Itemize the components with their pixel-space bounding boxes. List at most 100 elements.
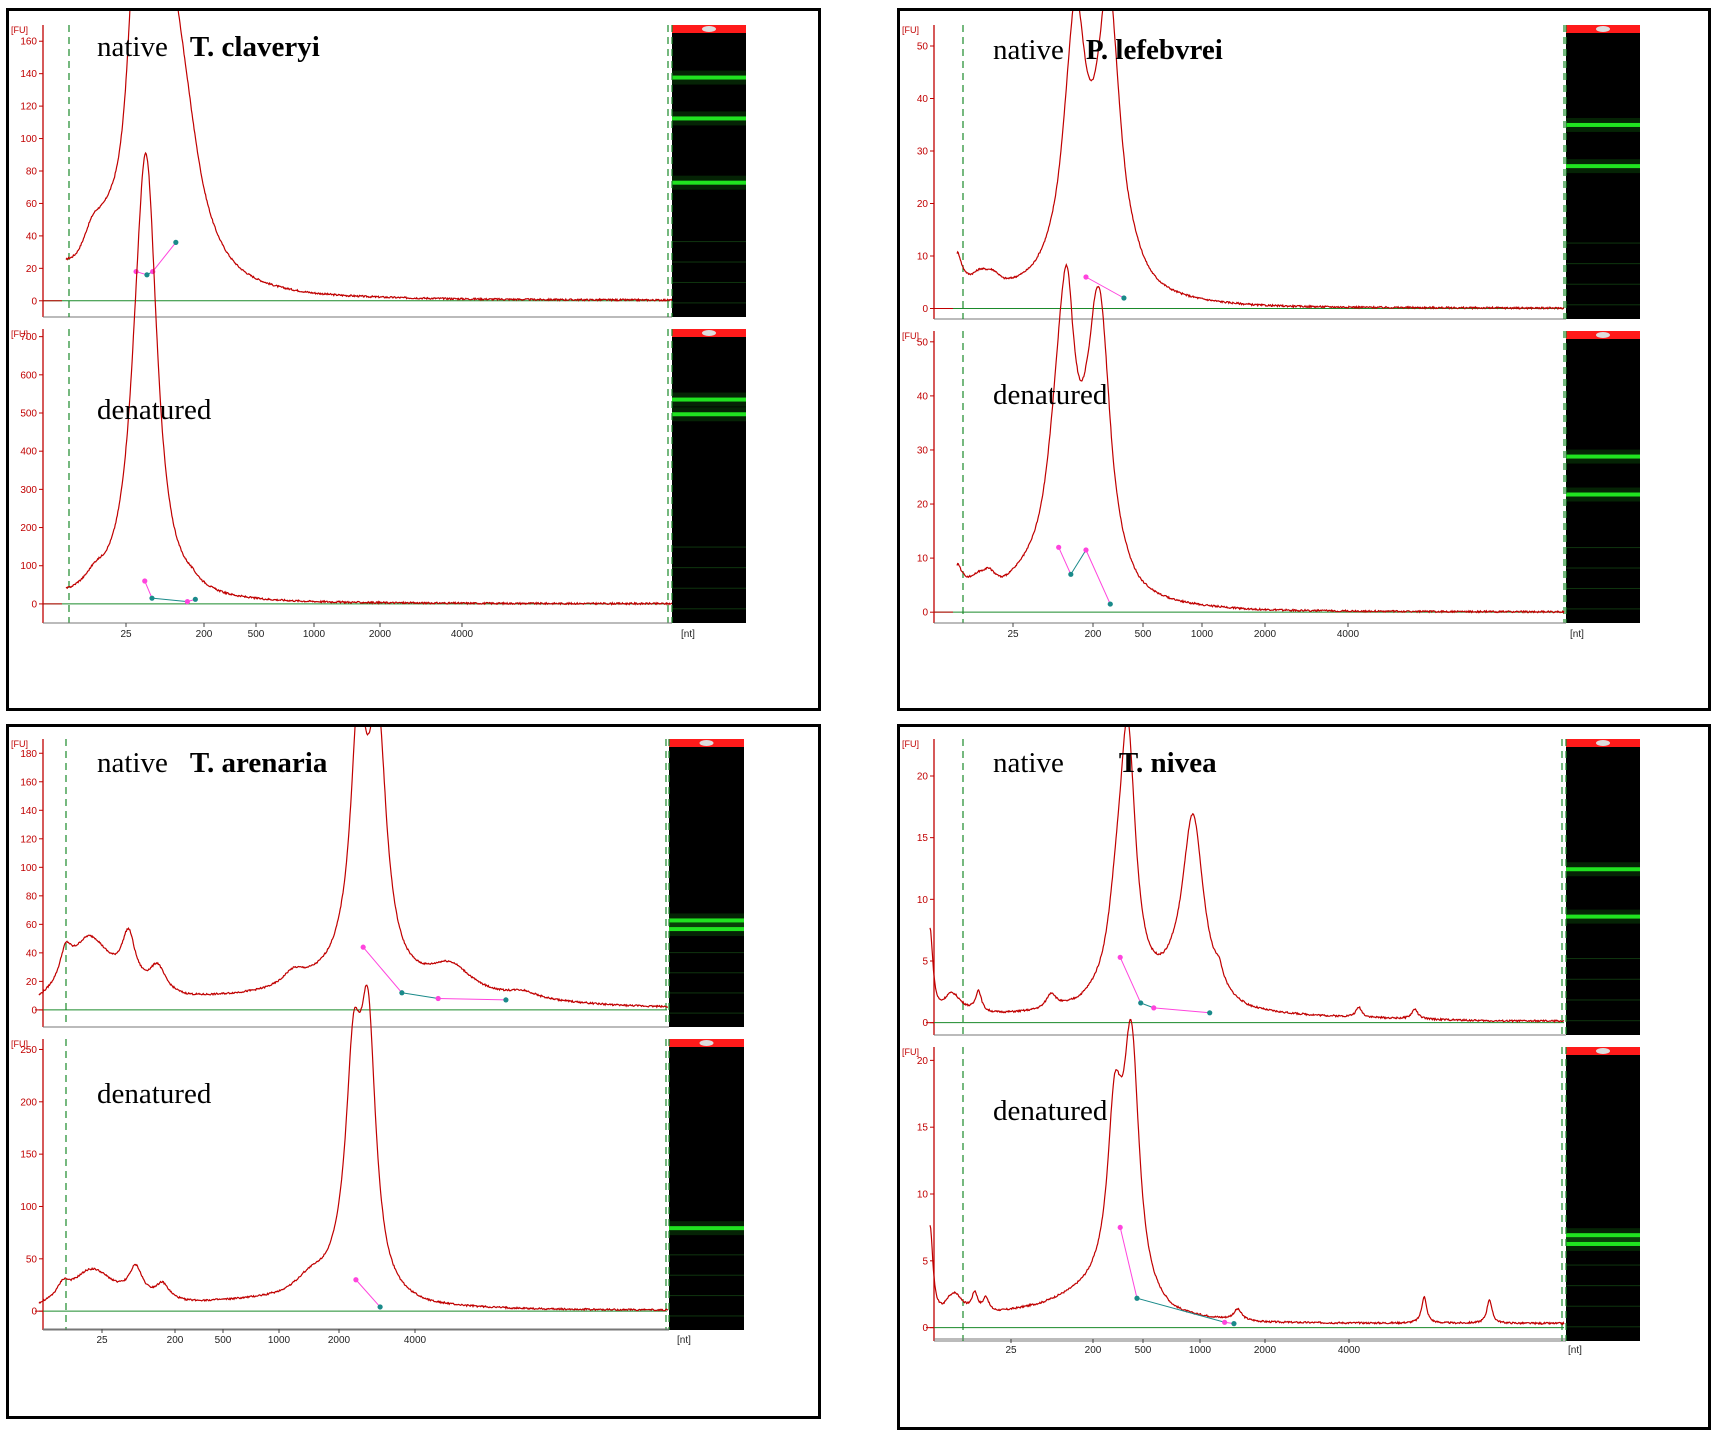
integration-point [1138, 1000, 1144, 1006]
gel-faint-band [669, 952, 744, 954]
gel-faint-band [669, 1012, 744, 1014]
gel-band [669, 927, 744, 932]
gel-band [1566, 1241, 1640, 1246]
condition-text: denatured [993, 379, 1108, 411]
y-tick-label: 600 [20, 370, 37, 381]
integration-line [151, 597, 188, 603]
x-tick-label: 25 [96, 1335, 108, 1346]
gel-band [1566, 454, 1640, 459]
y-tick-label: 140 [20, 806, 37, 817]
integration-line [1153, 1007, 1210, 1014]
gel-faint-band [1566, 283, 1640, 285]
nt-unit-label: [nt] [1570, 629, 1584, 640]
gel-band [1566, 914, 1640, 919]
denatured-label: denatured [993, 381, 1107, 410]
electropherogram-trace [929, 727, 1565, 1024]
y-tick-label: 10 [917, 895, 929, 906]
electropherogram-trace [38, 984, 668, 1312]
condition-text: denatured [97, 1078, 212, 1110]
integration-point [1134, 1295, 1140, 1301]
x-tick-label: 25 [120, 629, 132, 640]
denatured-label: denatured [97, 396, 211, 425]
y-tick-label: 100 [20, 134, 37, 145]
y-tick-label: 20 [917, 199, 929, 210]
integration-line [152, 242, 177, 272]
y-tick-label: 200 [20, 523, 37, 534]
integration-line [401, 992, 439, 999]
nt-unit-label: [nt] [677, 1335, 691, 1346]
x-tick-label: 1000 [303, 629, 326, 640]
integration-point [173, 239, 179, 245]
y-tick-label: 20 [917, 772, 929, 783]
y-tick-label: 20 [26, 264, 38, 275]
gel-lane [1565, 331, 1640, 623]
y-tick-label: 5 [922, 957, 928, 968]
gel-faint-band [1566, 1285, 1640, 1287]
denatured-label: denatured [97, 1080, 211, 1109]
gel-well-marker [1596, 740, 1610, 746]
gel-faint-band [1566, 304, 1640, 306]
condition-text: native [993, 747, 1064, 779]
integration-point [503, 997, 509, 1003]
y-tick-label: 0 [922, 608, 928, 619]
species-name: P. lefebvrei [1085, 34, 1223, 66]
integration-point [353, 1277, 359, 1283]
gel-lane [1565, 1047, 1640, 1341]
gel-band [1566, 122, 1640, 127]
electropherogram-svg: 0 20 40 60 80 100 120 140 160 [FU] 0 100 200 300 400 50… [11, 11, 746, 640]
integration-line [1136, 1297, 1225, 1323]
panel-t-claveryi: 0 20 40 60 80 100 120 140 160 [FU] 0 100 200 300 400 50… [6, 8, 821, 711]
gel-well-marker [702, 26, 716, 32]
gel-well-marker [699, 1040, 714, 1046]
y-tick-label: 200 [20, 1097, 37, 1108]
x-tick-label: 1000 [1191, 629, 1214, 640]
fu-unit-label: [FU] [902, 25, 919, 35]
denatured-section: 0 5 10 15 20[FU] [902, 1018, 1566, 1342]
native-section: 0 5 10 15 20 [FU] [902, 727, 1566, 1036]
gel-lane [1565, 25, 1640, 319]
gel-faint-band [672, 608, 746, 610]
integration-point [184, 599, 190, 605]
integration-line [1085, 276, 1125, 299]
y-tick-label: 160 [20, 37, 37, 48]
condition-text: native [993, 34, 1064, 66]
gel-well-marker [699, 740, 714, 746]
x-tick-label: 200 [1085, 629, 1102, 640]
gel-band [672, 397, 746, 402]
native-section: 0 20 40 60 80 100 120 140 160 180[FU] [11, 727, 669, 1028]
y-tick-label: 20 [917, 500, 929, 511]
gel-faint-band [669, 1295, 744, 1297]
condition-text: native [97, 31, 168, 63]
gel-faint-band [669, 972, 744, 974]
panel-t-nivea: 0 5 10 15 20 [FU] 0 5 10 15 20 [FU] 25 200 500 1000 2000… [897, 724, 1711, 1430]
denatured-section: 0 10 20 30 40 50[FU] [902, 262, 1566, 624]
gel-background [672, 25, 746, 317]
gel-faint-band [1566, 1264, 1640, 1266]
y-tick-label: 50 [917, 42, 929, 53]
y-tick-label: 120 [20, 102, 37, 113]
y-tick-label: 0 [922, 1018, 928, 1029]
electropherogram-trace [956, 11, 1565, 311]
y-tick-label: 300 [20, 485, 37, 496]
species-name: T. claveryi [189, 31, 320, 63]
integration-point [1068, 571, 1074, 577]
y-tick-label: 15 [917, 1123, 929, 1134]
integration-line [144, 580, 153, 599]
y-tick-label: 0 [31, 599, 37, 610]
electropherogram-trace [956, 262, 1565, 614]
gel-faint-band [1566, 1020, 1640, 1022]
y-tick-label: 0 [31, 1005, 37, 1016]
y-tick-label: 80 [26, 167, 38, 178]
x-tick-label: 2000 [328, 1335, 351, 1346]
gel-band [1566, 492, 1640, 497]
integration-point [133, 268, 139, 275]
gel-band [1566, 164, 1640, 169]
gel-background [669, 739, 744, 1027]
x-tick-label: 25 [1007, 629, 1019, 640]
integration-point [435, 995, 441, 1002]
y-tick-label: 400 [20, 447, 37, 458]
gel-faint-band [1566, 1326, 1640, 1328]
integration-point [1117, 1224, 1123, 1231]
gel-band [1566, 1233, 1640, 1238]
